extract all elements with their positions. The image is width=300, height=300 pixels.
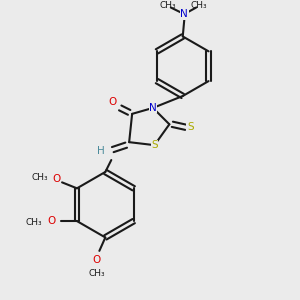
Text: N: N [149, 103, 157, 113]
Text: CH₃: CH₃ [32, 173, 48, 182]
Text: CH₃: CH₃ [26, 218, 42, 227]
Text: O: O [52, 174, 60, 184]
Text: CH₃: CH₃ [160, 1, 176, 10]
Text: O: O [47, 216, 56, 226]
Text: O: O [92, 255, 101, 265]
Text: CH₃: CH₃ [88, 269, 105, 278]
Text: CH₃: CH₃ [191, 1, 208, 10]
Text: O: O [109, 97, 117, 107]
Text: H: H [97, 146, 105, 156]
Text: N: N [180, 9, 188, 19]
Text: S: S [187, 122, 194, 132]
Text: S: S [151, 140, 158, 150]
